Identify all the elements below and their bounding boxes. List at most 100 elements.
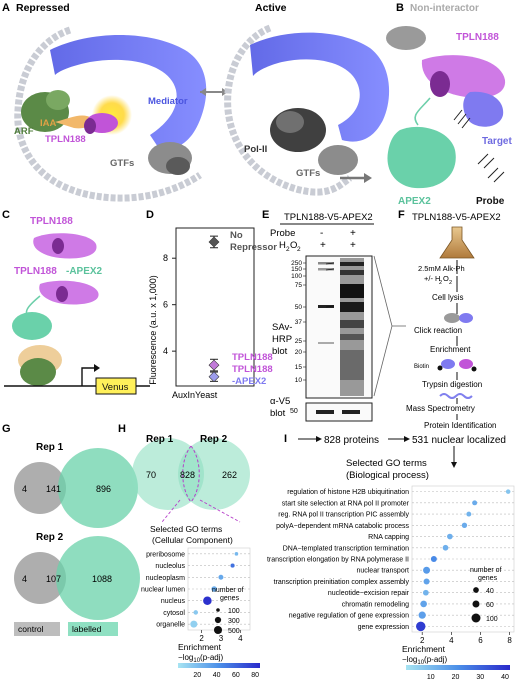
trypsin-step: Trypsin digestion: [422, 380, 482, 389]
colorbar: [406, 665, 510, 670]
h2o2-label-sub: 2: [286, 246, 290, 253]
colorbar-label: −log10(p-adj): [178, 653, 224, 664]
panel-d-y-ticks: 4 6 8: [163, 253, 176, 356]
x-tick-label-4: 4: [238, 634, 243, 643]
promoter-arrow-head: [94, 364, 100, 372]
mw-label-20: 20: [295, 349, 303, 356]
size-legend-dot-2: [213, 625, 223, 635]
panel-d: D Fluorescence (a.u. x 1,000) 4 6 8 No Rep…: [146, 209, 277, 400]
go-bp-chart: regulation of histone H2B ubiquitination…: [267, 485, 515, 681]
size-legend-title-1: number of: [470, 567, 502, 574]
panel-label-i: I: [284, 433, 287, 445]
probe-label: Probe: [476, 196, 505, 207]
size-legend-dot-0: [473, 587, 479, 593]
colorbar-tick-40: 40: [501, 674, 509, 681]
panel-h: H Rep 1 Rep 2 70 828 262 Selected GO ter…: [118, 423, 260, 679]
panel-label-b: B: [396, 2, 404, 14]
x-tick-label-2: 2: [420, 636, 425, 645]
gtfs-complex-right: [318, 145, 358, 175]
x-tick-label-4: 4: [449, 636, 454, 645]
legend-control-swatch: [14, 622, 60, 636]
mediator-complex-right: [250, 32, 390, 142]
h2o2-plus-2: +: [350, 240, 356, 251]
tpln188-domain-b: [430, 71, 450, 97]
category-label-1: start site selection at RNA pol II promo…: [282, 500, 410, 507]
h2o2-step-h: +/- H: [424, 274, 440, 283]
pol2-inner: [276, 111, 304, 133]
dna-strand-right: [224, 24, 353, 196]
v5-band-1: [316, 410, 334, 414]
enriched-protein-icon: [441, 359, 455, 369]
rep1-labelled-only: 896: [96, 484, 111, 494]
apex2-construct: [12, 312, 52, 340]
h2o2-step-sub2: 2: [449, 280, 452, 286]
transcription-arrow-head: [364, 173, 372, 183]
band-arrows: [325, 262, 335, 308]
rep1-control-circle: [14, 462, 66, 514]
colorbar: [178, 663, 260, 668]
size-legend-label-2: 500: [228, 628, 240, 635]
tpln188-apex-label-d-1: TPLN188: [232, 364, 273, 375]
size-legend-label-0: 100: [228, 608, 240, 615]
tpln188-label-a: TPLN188: [45, 134, 86, 145]
colorbar-label: −log10(p-adj): [402, 655, 448, 666]
size-legend-dot-2: [471, 613, 481, 623]
category-label-5: cytosol: [163, 610, 185, 617]
size-legend-dot-1: [472, 600, 480, 608]
panel-g: G Rep 1 4 141 896 Rep 2 4 107 1088 contr…: [2, 423, 140, 636]
category-label-10: chromatin remodeling: [342, 601, 409, 608]
rep1-label-h: Rep 1: [146, 434, 174, 445]
panel-f-title: TPLN188-V5-APEX2: [412, 212, 501, 223]
go-sub-h: (Cellular Component): [152, 535, 233, 545]
tpln188-construct: [33, 233, 97, 259]
rep1-only-h: 70: [146, 470, 156, 480]
category-label-6: transcription elongation by RNA polymera…: [267, 557, 409, 564]
no-repressor-label-1: No: [230, 230, 243, 241]
rep1-control-only: 4: [22, 484, 27, 494]
culture-flask-icon: [439, 226, 475, 259]
x-tick-label-3: 3: [219, 634, 224, 643]
category-label-2: reg. RNA pol II transcription PIC assemb…: [278, 512, 409, 519]
peptides-icon: [439, 393, 473, 399]
v5-label-2: blot: [270, 408, 286, 419]
mw-label-75: 75: [295, 282, 303, 289]
tpln188-label-c: TPLN188: [30, 216, 73, 227]
gtfs-label-right: GTFs: [296, 168, 320, 179]
panel-label-h: H: [118, 423, 126, 435]
noninteractor-label: Non-interactor: [410, 3, 479, 14]
dot-11: [418, 611, 426, 619]
gtfs-label-left: GTFs: [110, 158, 134, 169]
tpln188-construct-domain: [52, 238, 64, 254]
arf-on-locus: [20, 358, 56, 386]
panel-label-c: C: [2, 209, 10, 221]
target-label: Target: [482, 136, 512, 147]
target-protein: [463, 91, 504, 127]
dot-4: [447, 533, 453, 540]
sav-label-3: blot: [272, 346, 288, 357]
rep1-overlap: 141: [46, 484, 61, 494]
probe-row-label: Probe: [270, 228, 295, 239]
dot-10: [420, 600, 427, 608]
category-label-6: organelle: [156, 622, 185, 629]
venus-reporter-box: [95, 377, 137, 395]
probe-minus: -: [320, 228, 323, 239]
category-label-5: DNA−templated transcription termination: [283, 545, 409, 552]
size-legend-dot-0: [216, 608, 220, 612]
h2o2-plus-1: +: [320, 240, 326, 251]
dna-strand-left: [14, 26, 202, 202]
size-legend-title-1: number of: [212, 587, 244, 594]
category-label-1: nucleolus: [155, 563, 185, 570]
dot-0: [234, 552, 239, 556]
mw-label-10: 10: [295, 377, 303, 384]
dot-6: [190, 620, 198, 628]
dot-3: [211, 586, 217, 592]
rep2-only-h: 262: [222, 470, 237, 480]
tpln188-apex2-construct: [39, 280, 99, 305]
colorbar-tick-10: 10: [427, 674, 435, 681]
size-legend-title-2: genes: [478, 575, 498, 582]
i-step-2: 531 nuclear localized: [412, 435, 506, 446]
dot-4: [203, 596, 212, 605]
dot-0: [505, 489, 511, 494]
size-legend-title-2: genes: [220, 595, 240, 602]
